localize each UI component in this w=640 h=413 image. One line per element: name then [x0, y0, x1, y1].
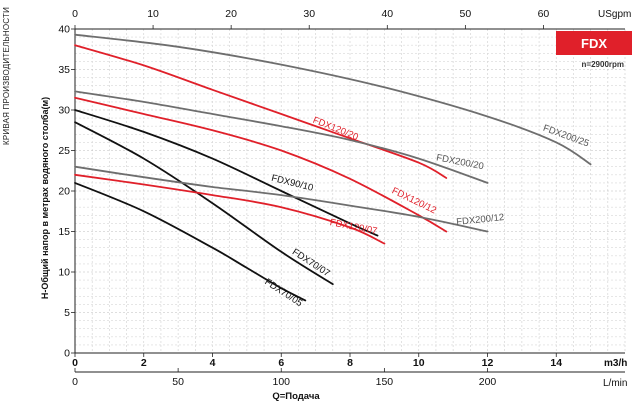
- x-tick-label-m3h: 10: [413, 357, 425, 369]
- y-tick-label: 10: [58, 267, 70, 279]
- y-tick-label: 40: [58, 24, 70, 36]
- curve-label-fdx70-07: FDX70/07: [290, 247, 332, 280]
- curve-fdx120-20: [74, 44, 448, 179]
- curve-fdx200-25: [74, 33, 592, 166]
- x-tick-label-usgpm: 40: [381, 8, 393, 20]
- y-tick-label: 25: [58, 145, 70, 157]
- x-unit-lmin: L/min: [603, 378, 627, 389]
- axes: [74, 28, 625, 373]
- curve-fdx90-10: [74, 109, 379, 237]
- x-tick-label-lmin: 150: [376, 376, 394, 388]
- x-tick-label-usgpm: 50: [460, 8, 472, 20]
- curve-fdx70-07: [74, 121, 334, 285]
- y-tick-label: 0: [64, 348, 70, 360]
- x-tick-label-lmin: 50: [172, 376, 184, 388]
- curve-label-fdx200-12: FDX200/12: [456, 212, 505, 228]
- curves: [74, 33, 592, 302]
- x-tick-label-usgpm: 20: [225, 8, 237, 20]
- curve-label-fdx200-20: FDX200/20: [435, 152, 484, 172]
- x-tick-label-lmin: 0: [72, 376, 78, 388]
- x-tick-label-m3h: 8: [347, 357, 353, 369]
- x-tick-label-usgpm: 30: [303, 8, 315, 20]
- x-tick-label-m3h: 4: [210, 357, 216, 369]
- x-tick-label-m3h: 0: [72, 357, 78, 369]
- fdx-badge: [556, 31, 632, 55]
- speed-note: n=2900rpm: [582, 60, 624, 69]
- y-tick-label: 30: [58, 105, 70, 117]
- y-tick-label: 15: [58, 226, 70, 238]
- x-tick-label-m3h: 6: [278, 357, 284, 369]
- x-tick-label-m3h: 14: [550, 357, 562, 369]
- x-tick-label-lmin: 200: [479, 376, 497, 388]
- x-axis-label: Q=Подача: [272, 391, 320, 402]
- x-tick-label-usgpm: 0: [72, 8, 78, 20]
- curve-fdx200-12: [74, 165, 489, 233]
- curve-label-fdx120-07: FDX120/07: [329, 217, 378, 237]
- x-unit-usgpm: USgpm: [598, 9, 631, 20]
- x-tick-label-lmin: 100: [272, 376, 290, 388]
- x-unit-m3h: m3/h: [604, 358, 627, 369]
- y-tick-label: 35: [58, 64, 70, 76]
- y-tick-label: 20: [58, 186, 70, 198]
- curve-fdx200-20: [74, 90, 489, 184]
- fdx-badge-label: FDX: [581, 36, 607, 51]
- curve-label-fdx200-25: FDX200/25: [541, 123, 590, 150]
- curve-label-fdx90-10: FDX90/10: [270, 173, 314, 194]
- x-tick-label-usgpm: 60: [538, 8, 550, 20]
- y-axis-label: H-Общий напор в метрах водяного столба(м…: [40, 97, 50, 299]
- grid: [74, 28, 626, 354]
- x-tick-label-usgpm: 10: [147, 8, 159, 20]
- y-tick-label: 5: [64, 307, 70, 319]
- x-tick-label-m3h: 2: [141, 357, 147, 369]
- curve-label-fdx120-20: FDX120/20: [311, 115, 360, 143]
- curve-fdx120-07: [74, 173, 386, 245]
- curve-fdx70-05: [74, 182, 307, 302]
- curve-fdx120-12: [74, 96, 448, 233]
- x-tick-label-m3h: 12: [482, 357, 494, 369]
